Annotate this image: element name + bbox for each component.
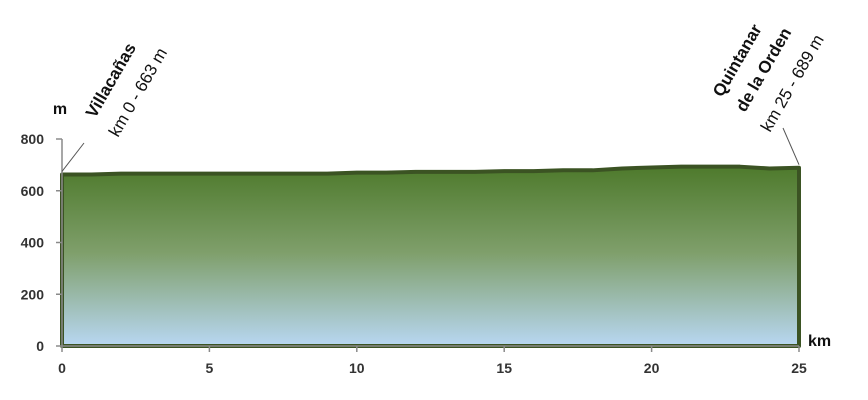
y-unit-label: m: [53, 101, 67, 118]
x-tick-label: 0: [58, 360, 66, 376]
y-tick-label: 200: [21, 286, 45, 302]
x-unit-label: km: [808, 333, 831, 350]
elevation-area: [60, 164, 801, 348]
x-tick-label: 25: [791, 360, 807, 376]
start-leader-line: [61, 142, 85, 172]
x-tick-label: 15: [496, 360, 512, 376]
y-tick-label: 800: [21, 131, 45, 147]
end-leader-line: [782, 127, 800, 165]
x-tick-label: 20: [644, 360, 660, 376]
x-tick-label: 10: [349, 360, 365, 376]
area-layer: [60, 164, 801, 348]
y-tick-label: 600: [21, 183, 45, 199]
y-tick-label: 400: [21, 235, 45, 251]
y-tick-label: 0: [36, 338, 44, 354]
x-tick-label: 5: [206, 360, 214, 376]
axis-layer: 0 200 400 600 800 0 5 10 15 20 25 m km: [21, 101, 831, 376]
